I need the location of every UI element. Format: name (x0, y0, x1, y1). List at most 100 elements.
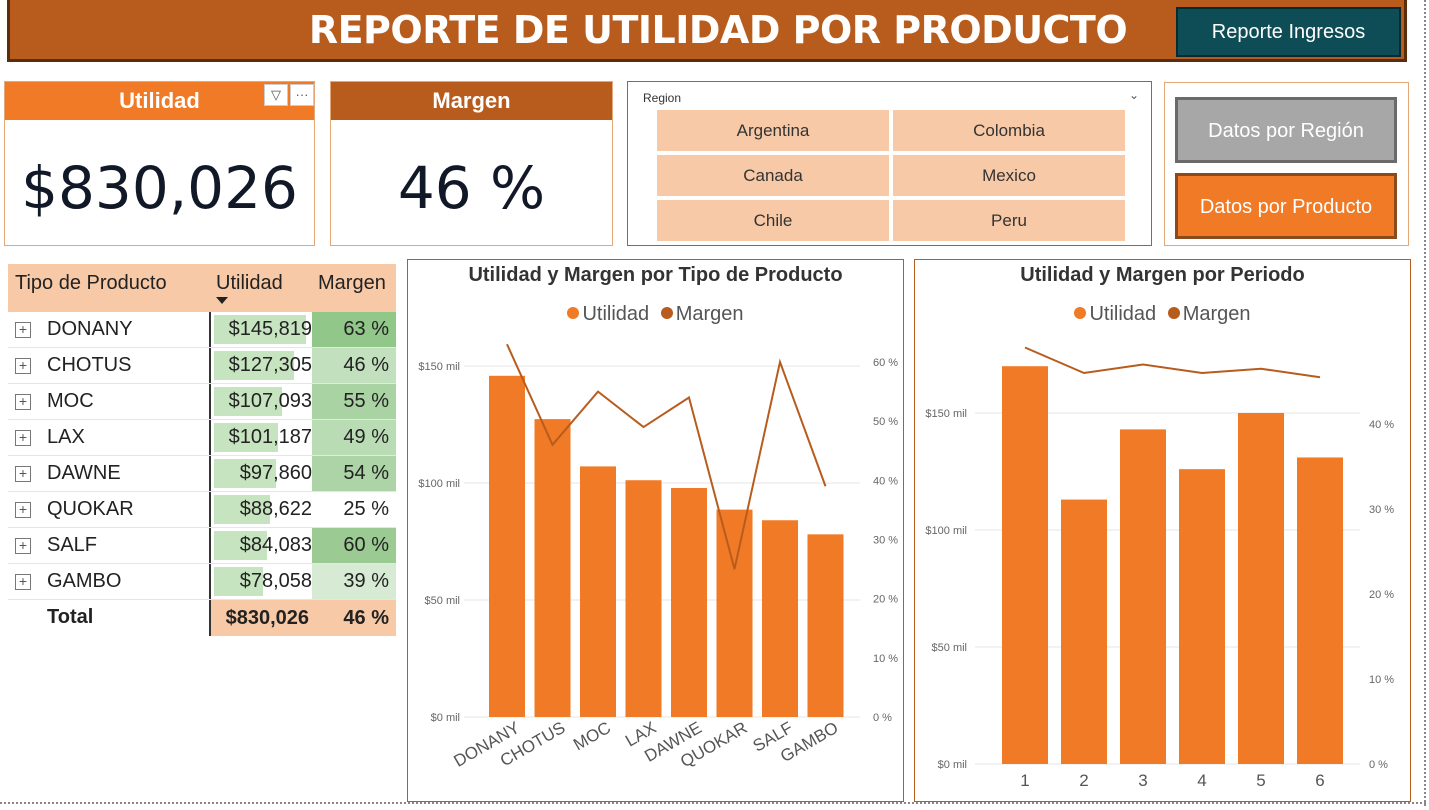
header-bar (7, 0, 1407, 62)
row-margen-value: 49 % (312, 420, 396, 455)
bar-chotus[interactable] (534, 419, 571, 717)
y-left-tick: $50 mil (425, 595, 460, 607)
slicer-item-chile[interactable]: Chile (657, 200, 889, 241)
legend-margen[interactable]: Margen (675, 303, 744, 325)
bar-moc[interactable] (580, 466, 616, 717)
y-right-tick: 40 % (873, 475, 898, 487)
utilidad-cell: $107,093 (214, 387, 312, 416)
datos-por-producto-button[interactable]: Datos por Producto (1175, 173, 1397, 239)
chart-periodo[interactable]: Utilidad y Margen por Periodo Utilidad M… (914, 259, 1411, 802)
y-right-tick: 50 % (873, 416, 898, 428)
datos-por-region-button[interactable]: Datos por Región (1175, 97, 1397, 163)
margen-point[interactable] (1318, 375, 1322, 379)
more-options-icon[interactable]: ··· (290, 84, 314, 106)
margen-line[interactable] (506, 343, 827, 570)
y-right-tick: 0 % (873, 712, 892, 724)
legend-utilidad[interactable]: Utilidad (582, 303, 650, 325)
margen-point[interactable] (824, 484, 828, 488)
kpi-utilidad-label: Utilidad (5, 82, 314, 120)
slicer-item-mexico[interactable]: Mexico (893, 155, 1125, 196)
row-margen-value: 55 % (312, 384, 396, 419)
table-row[interactable]: + SALF $84,083 60 % (8, 528, 396, 564)
margen-point[interactable] (1141, 363, 1145, 367)
expand-icon[interactable]: + (15, 394, 31, 410)
filter-icon[interactable]: ▽ (264, 84, 288, 106)
visual-header-tools: ▽ ··· (264, 84, 314, 106)
bar-5[interactable] (1238, 413, 1284, 764)
table-row[interactable]: + GAMBO $78,058 39 % (8, 564, 396, 600)
margen-point[interactable] (551, 443, 555, 447)
bar-donany[interactable] (489, 375, 525, 717)
margen-point[interactable] (505, 342, 509, 346)
table-row[interactable]: + CHOTUS $127,305 46 % (8, 348, 396, 384)
bar-1[interactable] (1002, 366, 1048, 764)
bar-2[interactable] (1061, 499, 1107, 764)
bar-3[interactable] (1120, 429, 1166, 764)
row-utilidad-value: $145,819 (228, 318, 312, 340)
page-border-bottom (0, 802, 1426, 804)
expand-icon[interactable]: + (15, 466, 31, 482)
bar-gambo[interactable] (807, 534, 844, 717)
x-tick-label: 2 (1079, 771, 1088, 790)
chart-producto[interactable]: Utilidad y Margen por Tipo de Producto U… (407, 259, 904, 802)
chevron-down-icon[interactable]: ⌄ (1128, 88, 1139, 102)
column-divider (209, 420, 211, 455)
margen-point[interactable] (1023, 346, 1027, 350)
row-utilidad-value: $88,622 (239, 498, 312, 520)
table-row[interactable]: + DAWNE $97,860 54 % (8, 456, 396, 492)
margen-point[interactable] (642, 425, 646, 429)
margen-line[interactable] (1024, 346, 1321, 379)
expand-icon[interactable]: + (15, 358, 31, 374)
slicer-item-argentina[interactable]: Argentina (657, 110, 889, 151)
expand-icon[interactable]: + (15, 430, 31, 446)
utilidad-cell: $97,860 (214, 459, 312, 488)
expand-icon[interactable]: + (15, 574, 31, 590)
legend-utilidad[interactable]: Utilidad (1089, 303, 1157, 325)
expand-icon[interactable]: + (15, 538, 31, 554)
margen-point[interactable] (687, 396, 691, 400)
bar-6[interactable] (1297, 457, 1343, 764)
column-divider (209, 348, 211, 383)
column-header-margen[interactable]: Margen (318, 272, 386, 294)
total-label: Total (47, 606, 94, 628)
slicer-label: Region (643, 91, 682, 105)
row-margen-value: 63 % (312, 312, 396, 347)
legend-margen[interactable]: Margen (1182, 303, 1251, 325)
bar-dawne[interactable] (671, 488, 707, 717)
expand-icon[interactable]: + (15, 502, 31, 518)
margen-point[interactable] (778, 360, 782, 364)
data-bar (214, 423, 278, 452)
data-bar (214, 531, 267, 560)
table-row[interactable]: + LAX $101,187 49 % (8, 420, 396, 456)
column-header-utilidad[interactable]: Utilidad (216, 272, 283, 294)
expand-icon[interactable]: + (15, 322, 31, 338)
table-row[interactable]: + DONANY $145,819 63 % (8, 312, 396, 348)
row-product-name: CHOTUS (47, 354, 132, 376)
table-row[interactable]: + MOC $107,093 55 % (8, 384, 396, 420)
column-header-tipo[interactable]: Tipo de Producto (15, 272, 167, 294)
x-tick-label: MOC (570, 718, 614, 754)
kpi-card-margen[interactable]: Margen 46 % (330, 81, 613, 246)
table-row[interactable]: + QUOKAR $88,622 25 % (8, 492, 396, 528)
margen-point[interactable] (733, 567, 737, 571)
margen-point[interactable] (596, 390, 600, 394)
row-product-name: LAX (47, 426, 85, 448)
margen-point[interactable] (1082, 371, 1086, 375)
bar-salf[interactable] (762, 520, 798, 717)
total-margen: 46 % (312, 600, 396, 636)
legend-dot-margen (1167, 307, 1180, 319)
slicer-item-peru[interactable]: Peru (893, 200, 1125, 241)
kpi-card-utilidad[interactable]: Utilidad ▽ ··· $830,026 (4, 81, 315, 246)
margen-point[interactable] (1200, 371, 1204, 375)
reporte-ingresos-button[interactable]: Reporte Ingresos (1176, 7, 1401, 57)
chart-legend: Utilidad Margen (408, 303, 903, 326)
margen-point[interactable] (1259, 367, 1263, 371)
bar-4[interactable] (1179, 469, 1225, 764)
bar-lax[interactable] (625, 480, 662, 717)
utilidad-cell: $145,819 (214, 315, 312, 344)
sort-descending-icon (216, 297, 228, 304)
bar-quokar[interactable] (716, 509, 753, 717)
column-divider (209, 456, 211, 491)
slicer-item-canada[interactable]: Canada (657, 155, 889, 196)
slicer-item-colombia[interactable]: Colombia (893, 110, 1125, 151)
